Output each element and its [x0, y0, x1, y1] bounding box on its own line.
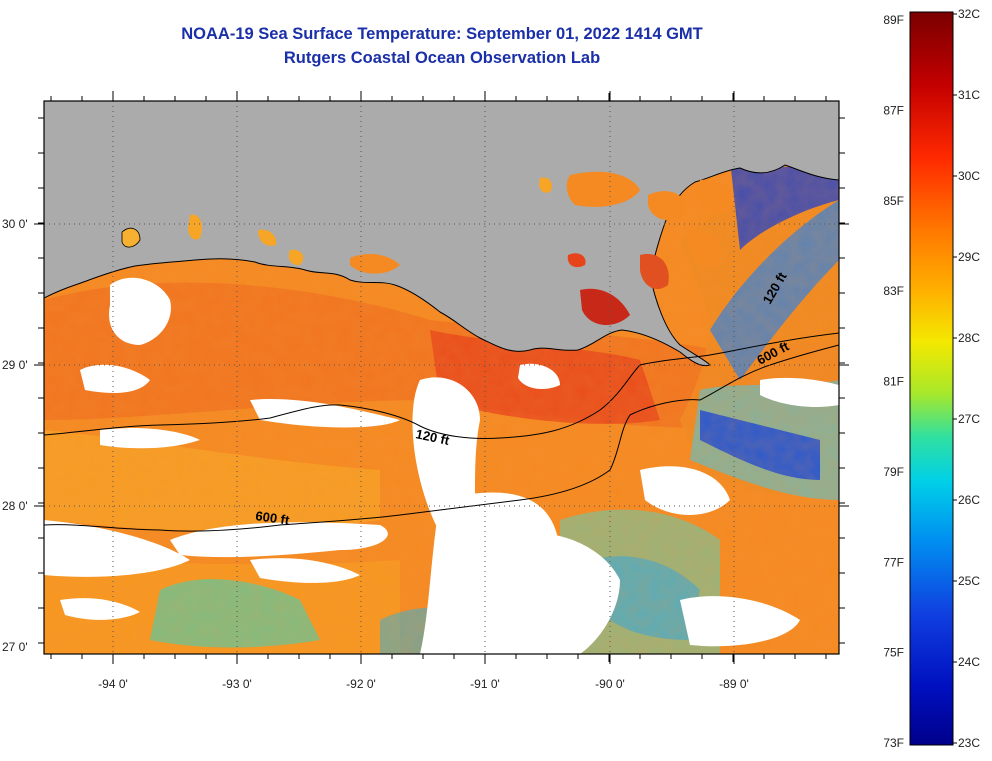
lon-label: -94 0': [98, 677, 128, 691]
colorbar-f-label: 85F: [883, 194, 904, 208]
colorbar-c-label: 31C: [958, 88, 980, 102]
lon-label: -92 0': [346, 677, 376, 691]
lon-label: -93 0': [222, 677, 252, 691]
lon-label: -89 0': [719, 677, 749, 691]
colorbar-c-label: 26C: [958, 493, 980, 507]
colorbar-c-label: 25C: [958, 574, 980, 588]
cloud-cover: [44, 277, 839, 654]
isobath-contours: [44, 332, 839, 532]
contour-120ft: [44, 332, 839, 439]
colorbar-c-label: 29C: [958, 250, 980, 264]
lat-label: 29 0': [2, 358, 28, 372]
lon-label: -91 0': [470, 677, 500, 691]
contour-label-120ft-west: 120 ft: [414, 426, 451, 448]
lat-label: 27 0': [2, 640, 28, 654]
graticule: [44, 101, 839, 654]
map-imagery: [44, 101, 839, 654]
lat-label: 28 0': [2, 499, 28, 513]
contour-600ft: [44, 344, 839, 532]
colorbar-f-label: 77F: [883, 555, 904, 569]
colorbar-f-label: 89F: [883, 13, 904, 27]
color-scale-bar: [909, 11, 954, 746]
lat-label: 30 0': [2, 217, 28, 231]
lon-label: -90 0': [595, 677, 625, 691]
colorbar-f-label: 73F: [883, 736, 904, 750]
colorbar-c-labels: 32C 31C 30C 29C 28C 27C 26C 25C 24C 23C: [953, 7, 980, 750]
colorbar-c-label: 30C: [958, 169, 980, 183]
axis-ticks: [34, 91, 849, 664]
colorbar-f-label: 75F: [883, 646, 904, 660]
colorbar-f-label: 81F: [883, 375, 904, 389]
latitude-labels: 30 0' 29 0' 28 0' 27 0': [2, 217, 28, 654]
colorbar-c-label: 23C: [958, 736, 980, 750]
colorbar-f-label: 87F: [883, 103, 904, 117]
contour-label-600ft-west: 600 ft: [255, 508, 291, 528]
land-area: [44, 101, 839, 367]
colorbar-c-label: 24C: [958, 655, 980, 669]
colorbar-f-labels: 89F 87F 85F 83F 81F 79F 77F 75F 73F: [883, 13, 904, 750]
map-subtitle: Rutgers Coastal Ocean Observation Lab: [283, 49, 601, 67]
colorbar-c-label: 27C: [958, 412, 980, 426]
colorbar-c-label: 32C: [958, 7, 980, 21]
colorbar-f-label: 79F: [883, 465, 904, 479]
map-title: NOAA-19 Sea Surface Temperature: Septemb…: [181, 25, 703, 43]
colorbar-c-label: 28C: [958, 331, 980, 345]
longitude-labels: -94 0' -93 0' -92 0' -91 0' -90 0' -89 0…: [98, 677, 749, 691]
map-frame: [43, 100, 840, 655]
colorbar-f-label: 83F: [883, 284, 904, 298]
